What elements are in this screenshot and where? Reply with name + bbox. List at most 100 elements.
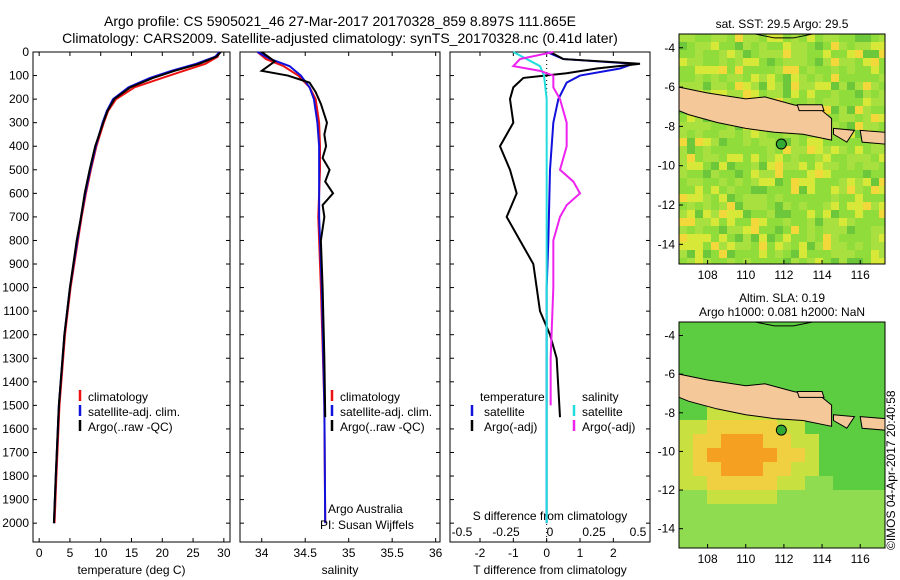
- map-cell: [815, 186, 823, 194]
- map-cell: [839, 218, 847, 226]
- map-cell: [863, 34, 871, 42]
- legend-label-temperature-1: satellite-adj. clim.: [88, 405, 180, 419]
- map-cell: [791, 66, 799, 74]
- map-cell: [833, 322, 847, 336]
- map-cell: [875, 504, 885, 518]
- map-cell: [819, 322, 833, 336]
- map-cell: [855, 178, 863, 186]
- map-cell: [703, 194, 711, 202]
- map-lat-tick-label: -12: [658, 483, 676, 497]
- map-cell: [831, 98, 839, 106]
- map-cell: [871, 186, 879, 194]
- map-cell: [735, 194, 743, 202]
- map-cell: [875, 350, 885, 364]
- map-cell: [815, 66, 823, 74]
- map-cell: [695, 58, 703, 66]
- depth-tick-label: 800: [9, 233, 29, 247]
- map-cell: [735, 138, 743, 146]
- map-cell: [727, 162, 735, 170]
- map-cell: [777, 490, 791, 504]
- map-frame: [678, 321, 886, 549]
- sal-diff-argo-line: [511, 51, 582, 406]
- map-cell: [879, 146, 885, 154]
- map-cell: [695, 114, 703, 122]
- map-cell: [703, 34, 711, 42]
- map-cell: [749, 476, 763, 490]
- map-cell: [743, 66, 751, 74]
- map-cell: [751, 50, 759, 58]
- map-cell: [875, 490, 885, 504]
- map-cell: [727, 34, 735, 42]
- map-cell: [819, 378, 833, 392]
- map-sla: [678, 321, 886, 548]
- map-cell: [783, 98, 791, 106]
- map-cell: [847, 90, 855, 98]
- temperature-climatology-line: [53, 51, 221, 524]
- map-cell: [839, 194, 847, 202]
- map-cell: [823, 34, 831, 42]
- map-cell: [879, 226, 885, 234]
- depth-tick-label: 400: [9, 139, 29, 153]
- map-cell: [823, 226, 831, 234]
- map-cell: [759, 170, 767, 178]
- map-cell: [839, 74, 847, 82]
- map-cell: [805, 476, 819, 490]
- map-cell: [879, 34, 885, 42]
- map-cell: [751, 226, 759, 234]
- map-cell: [863, 98, 871, 106]
- map-cell: [767, 258, 775, 264]
- map-cell: [783, 258, 791, 264]
- depth-tick-label: 1400: [2, 375, 29, 389]
- map-cell: [693, 364, 707, 378]
- x-tick-label: 34: [255, 546, 269, 560]
- map-cell: [777, 434, 791, 448]
- legend-salinity-header: salinity: [582, 390, 619, 404]
- map-cell: [831, 58, 839, 66]
- map-lat-tick-label: -12: [658, 198, 676, 212]
- map-cell: [759, 218, 767, 226]
- map-cell: [775, 226, 783, 234]
- map-cell: [831, 34, 839, 42]
- map-cell: [815, 90, 823, 98]
- map-cell: [791, 226, 799, 234]
- map-cell: [759, 58, 767, 66]
- map-cell: [783, 250, 791, 258]
- map-cell: [783, 50, 791, 58]
- map-cell: [707, 476, 721, 490]
- depth-tick-label: 1100: [3, 304, 29, 318]
- map-cell: [735, 364, 749, 378]
- map-cell: [679, 146, 687, 154]
- salinity-diff-tick-label: 0: [547, 525, 554, 539]
- map-lat-tick-label: -10: [658, 159, 676, 173]
- map-cell: [679, 476, 693, 490]
- map-cell: [695, 130, 703, 138]
- map-cell: [695, 42, 703, 50]
- map-cell: [783, 210, 791, 218]
- map-cell: [823, 210, 831, 218]
- x-tick-label: 20: [156, 546, 170, 560]
- map-cell: [833, 378, 847, 392]
- land-mass: [796, 104, 825, 112]
- map-cell: [695, 74, 703, 82]
- map-cell: [847, 518, 861, 532]
- map-cell: [703, 186, 711, 194]
- map-cell: [767, 154, 775, 162]
- map-cell: [727, 138, 735, 146]
- map-cell: [767, 34, 775, 42]
- map-cell: [775, 130, 783, 138]
- map-cell: [847, 392, 861, 406]
- map-cell: [719, 258, 727, 264]
- map-cell: [863, 82, 871, 90]
- map-cell: [815, 82, 823, 90]
- depth-tick-label: 1800: [2, 469, 29, 483]
- map-cell: [679, 420, 693, 434]
- map-cell: [847, 106, 855, 114]
- map-cell: [823, 90, 831, 98]
- map-cell: [775, 242, 783, 250]
- map-cell: [815, 194, 823, 202]
- map-cell: [743, 170, 751, 178]
- map-cell: [871, 58, 879, 66]
- map-cell: [777, 364, 791, 378]
- map-cell: [875, 546, 885, 548]
